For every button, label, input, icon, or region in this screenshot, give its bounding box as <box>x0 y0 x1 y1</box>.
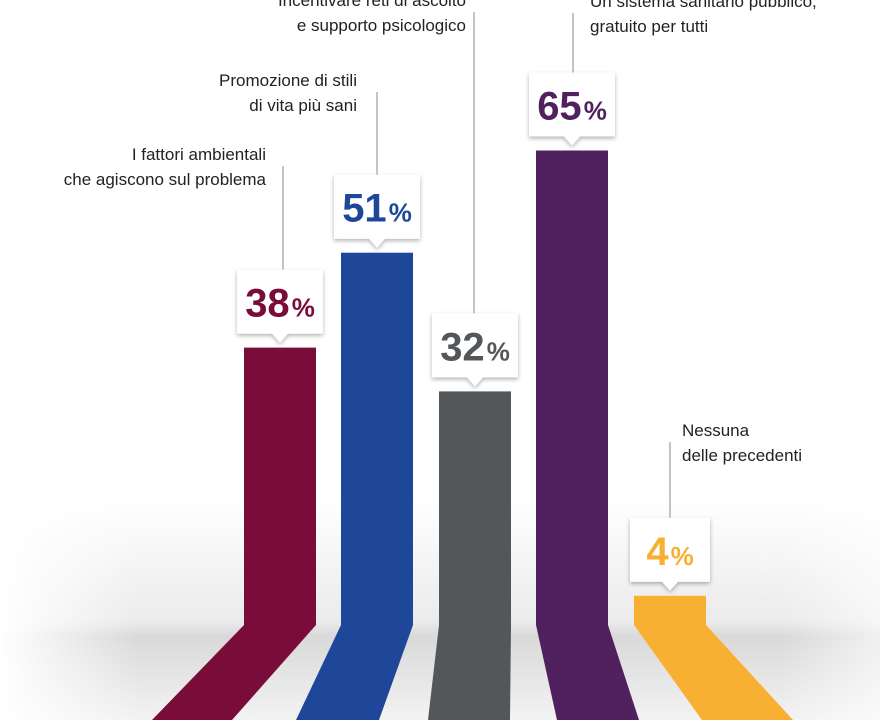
value-callout <box>334 174 420 248</box>
bar-floor <box>152 625 316 720</box>
data-label-unit: % <box>389 198 412 228</box>
category-label: Incentivare reti di ascolto e supporto ps… <box>278 0 466 35</box>
category-label-line: delle precedenti <box>682 446 802 465</box>
value-callout <box>432 313 518 387</box>
category-label-line: I fattori ambientali <box>132 145 266 164</box>
data-label-unit: % <box>292 293 315 323</box>
value-callout <box>630 517 710 591</box>
data-label: 4% <box>646 530 693 574</box>
bar <box>536 150 608 625</box>
category-label-line: Un sistema sanitario pubblico, <box>590 0 817 11</box>
floor-fade-left <box>0 500 140 720</box>
category-label-line: e supporto psicologico <box>297 16 466 35</box>
category-label: Nessuna delle precedenti <box>682 421 802 465</box>
bar-floor <box>634 625 793 720</box>
data-label: 51% <box>342 187 412 231</box>
category-label-line: Promozione di stili <box>219 71 357 90</box>
data-label-unit: % <box>671 541 694 571</box>
data-label-unit: % <box>487 336 510 366</box>
data-label-number: 51 <box>342 187 387 231</box>
data-label-number: 65 <box>537 85 582 129</box>
value-callout <box>237 269 323 343</box>
data-label-unit: % <box>584 96 607 126</box>
bar-floor <box>428 625 511 720</box>
category-label: Un sistema sanitario pubblico, gratuito p… <box>590 0 817 36</box>
category-label-line: che agiscono sul problema <box>64 170 267 189</box>
category-label: I fattori ambientali che agiscono sul pro… <box>64 145 267 189</box>
data-label-number: 4 <box>646 530 669 574</box>
bar <box>341 252 413 625</box>
bar-floor <box>296 625 413 720</box>
bar-floor <box>536 625 639 720</box>
value-callout <box>529 72 615 146</box>
data-label: 32% <box>440 325 510 369</box>
data-label: 38% <box>245 282 315 326</box>
category-label-line: Nessuna <box>682 421 750 440</box>
data-label-number: 32 <box>440 325 485 369</box>
category-label-line: di vita più sani <box>249 96 357 115</box>
category-label: Promozione di stili di vita più sani <box>219 71 357 115</box>
bar <box>634 595 706 625</box>
bar <box>439 391 511 625</box>
data-label-number: 38 <box>245 282 290 326</box>
floor-fade-right <box>780 500 880 720</box>
bar <box>244 347 316 625</box>
category-label-line: gratuito per tutti <box>590 17 708 36</box>
category-label-line: Incentivare reti di ascolto <box>278 0 466 10</box>
data-label: 65% <box>537 85 607 129</box>
